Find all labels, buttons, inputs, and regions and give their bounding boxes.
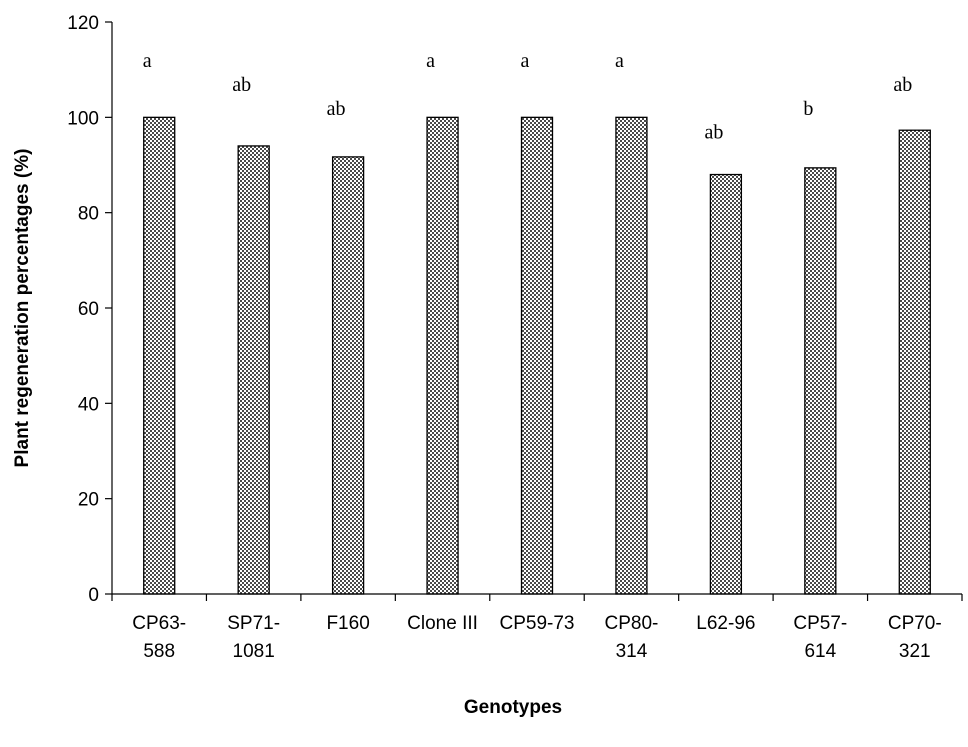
y-tick-label: 60 bbox=[78, 299, 99, 320]
bar bbox=[331, 156, 365, 595]
bar bbox=[709, 173, 743, 595]
x-axis-ticks: CP63-588 SP71-1081 F160 Clone III CP59-73 CP8… bbox=[111, 594, 963, 662]
y-tick-label: 20 bbox=[78, 490, 99, 511]
significance-label: a bbox=[426, 50, 435, 72]
bar bbox=[804, 167, 837, 595]
bar bbox=[615, 116, 648, 595]
y-tick-label: 40 bbox=[78, 394, 99, 415]
y-tick-label: 100 bbox=[67, 108, 99, 129]
y-tick-label: 0 bbox=[88, 585, 99, 606]
y-tick-label: 120 bbox=[67, 13, 99, 34]
bar bbox=[898, 129, 931, 595]
significance-label: ab bbox=[327, 98, 346, 120]
significance-label: b bbox=[803, 98, 813, 120]
significance-label: ab bbox=[232, 74, 251, 96]
plot-area: 0 20 40 60 80 100 120 a ab ab a a a ab b ab CP63-588 SP… bbox=[67, 13, 963, 662]
bars bbox=[143, 116, 931, 595]
significance-label: a bbox=[615, 50, 624, 72]
bar bbox=[520, 116, 554, 595]
x-tick-label: CP80-314 bbox=[605, 613, 659, 662]
y-tick-label: 80 bbox=[78, 204, 99, 225]
x-tick-label: L62-96 bbox=[696, 613, 755, 634]
bar bbox=[143, 116, 176, 595]
significance-label: ab bbox=[704, 122, 723, 144]
x-tick-label: Clone III bbox=[407, 613, 478, 634]
significance-labels: a ab ab a a a ab b ab bbox=[143, 50, 912, 144]
significance-label: a bbox=[521, 50, 530, 72]
x-tick-label: CP59-73 bbox=[500, 613, 575, 634]
significance-label: ab bbox=[893, 74, 912, 96]
x-tick-label: CP57-614 bbox=[793, 613, 847, 662]
significance-label: a bbox=[143, 50, 152, 72]
y-axis-title: Plant regeneration percentages (%) bbox=[12, 149, 33, 468]
bar bbox=[426, 116, 459, 595]
x-tick-label: CP63-588 bbox=[132, 613, 186, 662]
y-axis-ticks: 0 20 40 60 80 100 120 bbox=[67, 13, 112, 606]
x-axis-title: Genotypes bbox=[464, 697, 562, 718]
x-tick-label: SP71-1081 bbox=[227, 613, 280, 662]
x-tick-label: CP70-321 bbox=[888, 613, 942, 662]
x-tick-label: F160 bbox=[326, 613, 369, 634]
bar bbox=[237, 145, 270, 595]
